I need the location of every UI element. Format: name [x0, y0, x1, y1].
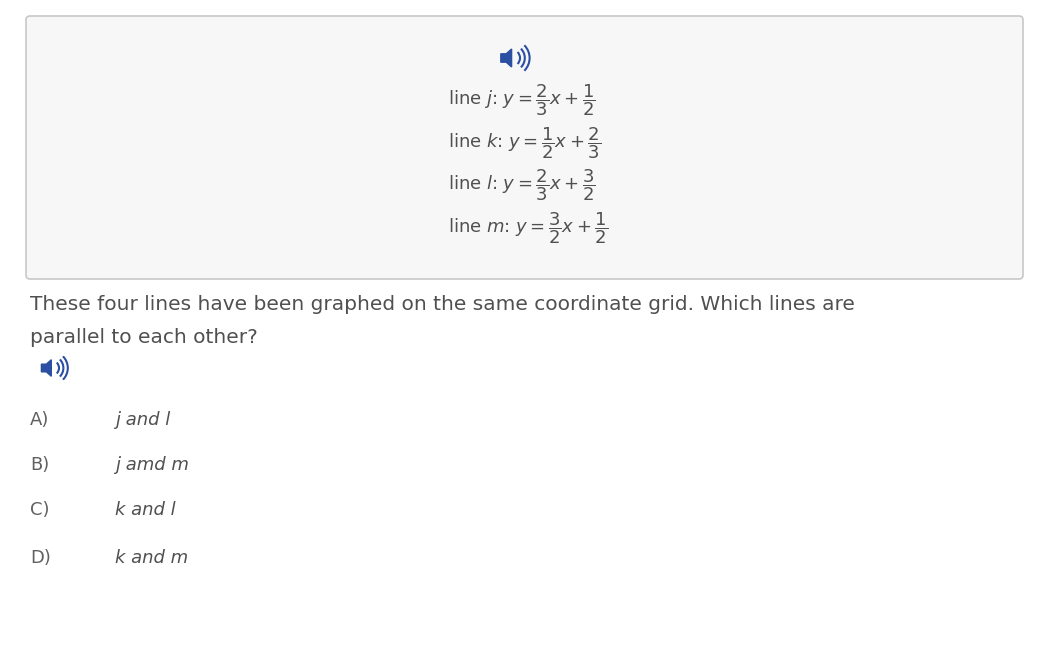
- Text: B): B): [30, 456, 49, 474]
- Text: line $\mathit{j}$: $y = \dfrac{2}{3}x + \dfrac{1}{2}$: line $\mathit{j}$: $y = \dfrac{2}{3}x + …: [448, 82, 596, 118]
- Text: line $\mathit{k}$: $y = \dfrac{1}{2}x + \dfrac{2}{3}$: line $\mathit{k}$: $y = \dfrac{1}{2}x + …: [448, 125, 601, 161]
- Text: k and l: k and l: [115, 501, 175, 519]
- Text: A): A): [30, 411, 49, 429]
- Text: line $\mathit{m}$: $y = \dfrac{3}{2}x + \dfrac{1}{2}$: line $\mathit{m}$: $y = \dfrac{3}{2}x + …: [448, 210, 608, 246]
- Text: These four lines have been graphed on the same coordinate grid. Which lines are: These four lines have been graphed on th…: [30, 295, 855, 314]
- FancyBboxPatch shape: [26, 16, 1023, 279]
- Text: k and m: k and m: [115, 549, 188, 567]
- Text: D): D): [30, 549, 50, 567]
- Text: C): C): [30, 501, 49, 519]
- Polygon shape: [500, 49, 512, 67]
- Text: j amd m: j amd m: [115, 456, 189, 474]
- Polygon shape: [41, 360, 51, 376]
- Text: parallel to each other?: parallel to each other?: [30, 328, 258, 347]
- Text: j and l: j and l: [115, 411, 170, 429]
- Text: line $\mathit{l}$: $y = \dfrac{2}{3}x + \dfrac{3}{2}$: line $\mathit{l}$: $y = \dfrac{2}{3}x + …: [448, 167, 596, 203]
